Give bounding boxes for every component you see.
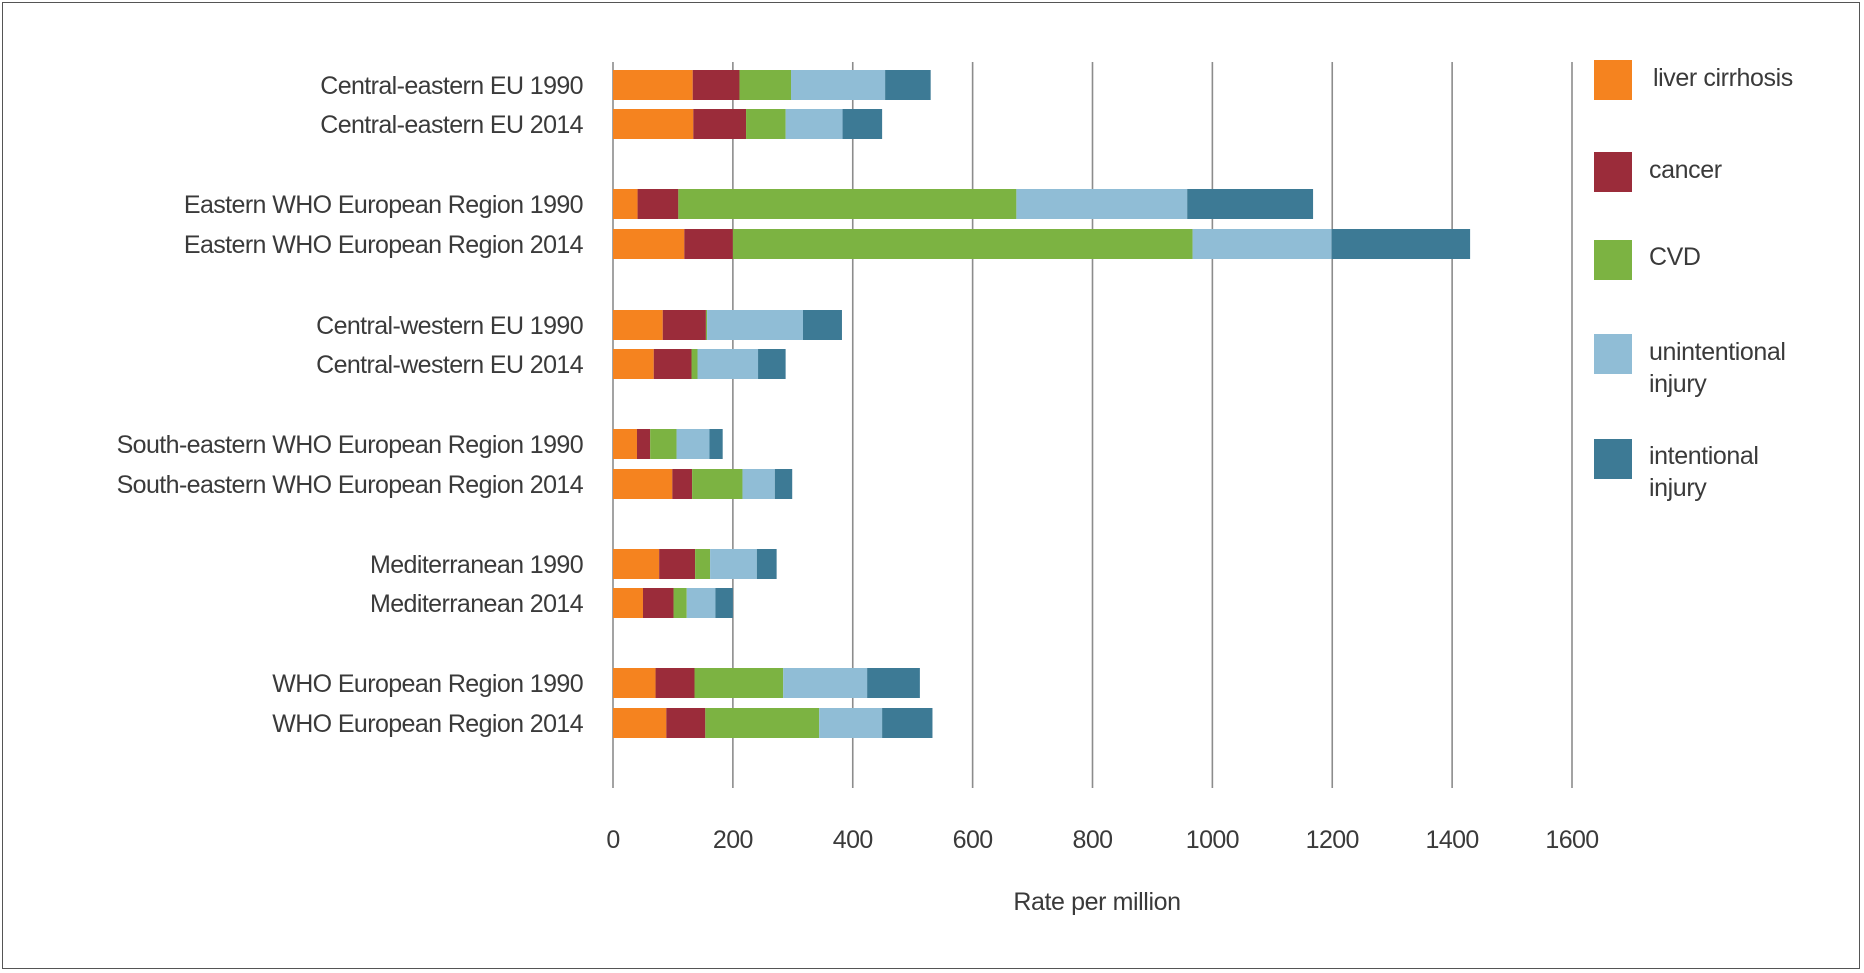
bar-segment [785, 109, 843, 139]
bar-segment [1192, 229, 1332, 259]
legend-swatch [1594, 439, 1632, 479]
bar-segment [684, 229, 733, 259]
bar-segment [1016, 189, 1188, 219]
bar-segment [697, 349, 759, 379]
bar-segment [783, 668, 868, 698]
bar-segment [662, 310, 706, 340]
bar-segment [693, 109, 747, 139]
x-tick-label: 1400 [1426, 826, 1479, 854]
x-tick-label: 0 [606, 826, 619, 854]
bar-segment [672, 469, 693, 499]
bar-segment [739, 70, 792, 100]
bar-segment [636, 429, 651, 459]
bar-segment [691, 349, 698, 379]
legend: liver cirrhosis cancer CVD unintentional inj… [1594, 60, 1793, 502]
bar-segment [650, 429, 677, 459]
bar-segment [791, 70, 886, 100]
x-tick-label: 1200 [1306, 826, 1359, 854]
x-tick-label: 400 [833, 826, 873, 854]
bar-segment [742, 469, 775, 499]
category-label: Central-eastern EU 1990 [320, 72, 583, 100]
category-label: Central-western EU 1990 [316, 312, 583, 340]
category-labels: Central-eastern EU 1990 Central-eastern E… [117, 72, 585, 738]
bar-segment [695, 549, 711, 579]
category-label: Central-eastern EU 2014 [320, 111, 583, 139]
bar-segment [653, 349, 692, 379]
category-label: WHO European Region 1990 [272, 670, 583, 698]
x-tick-label: 200 [713, 826, 753, 854]
bar-segment [694, 668, 784, 698]
bar-segment [842, 109, 883, 139]
legend-swatch [1594, 152, 1632, 192]
bar-segment [613, 708, 667, 738]
bar-segment [613, 469, 673, 499]
bar-segment [705, 708, 820, 738]
x-axis-title: Rate per million [1013, 888, 1180, 916]
bar-segment [819, 708, 883, 738]
bar-segment [678, 189, 1017, 219]
legend-label: intentional injury [1649, 442, 1759, 502]
bar-segment [758, 349, 786, 379]
bar-segment [613, 668, 656, 698]
bar-segment [709, 429, 723, 459]
bar-segment [613, 310, 663, 340]
legend-label: liver cirrhosis [1653, 64, 1793, 92]
x-tick-label: 1600 [1545, 826, 1598, 854]
bar-segment [867, 668, 920, 698]
bars [613, 70, 1471, 738]
category-label: South-eastern WHO European Region 1990 [117, 431, 583, 459]
bar-segment [1187, 189, 1314, 219]
category-label: South-eastern WHO European Region 2014 [117, 471, 584, 499]
bar-segment [613, 349, 654, 379]
bar-segment [746, 109, 786, 139]
bar-segment [774, 469, 793, 499]
bar-segment [613, 109, 694, 139]
bar-segment [732, 229, 1193, 259]
bar-segment [613, 70, 693, 100]
x-tick-label: 600 [953, 826, 993, 854]
legend-swatch [1594, 334, 1632, 374]
bar-segment [676, 429, 710, 459]
bar-segment [705, 310, 708, 340]
legend-swatch [1594, 60, 1632, 100]
bar-segment [756, 549, 777, 579]
bar-segment [613, 588, 643, 618]
legend-label: CVD [1649, 243, 1701, 271]
bar-segment [692, 469, 743, 499]
category-label: Mediterranean 1990 [370, 551, 583, 579]
bar-segment [707, 310, 804, 340]
bar-segment [613, 429, 637, 459]
category-label: WHO European Region 2014 [272, 710, 583, 738]
bar-segment [1331, 229, 1471, 259]
grid-lines [612, 62, 1573, 788]
category-label: Mediterranean 2014 [370, 590, 584, 618]
category-label: Central-western EU 2014 [316, 351, 584, 379]
category-label: Eastern WHO European Region 1990 [184, 191, 583, 219]
bar-segment [642, 588, 674, 618]
legend-swatch [1594, 240, 1632, 280]
bar-segment [613, 229, 685, 259]
bar-segment [666, 708, 706, 738]
bar-segment [637, 189, 679, 219]
bar-segment [613, 189, 638, 219]
bar-segment [692, 70, 740, 100]
bar-segment [686, 588, 716, 618]
x-tick-label: 1000 [1186, 826, 1239, 854]
bar-segment [673, 588, 687, 618]
x-tick-label: 800 [1073, 826, 1113, 854]
bar-segment [715, 588, 733, 618]
bar-segment [882, 708, 933, 738]
bar-segment [613, 549, 660, 579]
bar-segment [885, 70, 931, 100]
bar-segment [803, 310, 842, 340]
legend-label: cancer [1649, 156, 1722, 184]
bar-segment [655, 668, 695, 698]
bar-segment [659, 549, 696, 579]
category-label: Eastern WHO European Region 2014 [184, 231, 584, 259]
legend-label: unintentional injury [1649, 338, 1786, 398]
x-tick-labels: 0 200 400 600 800 1000 1200 1400 1600 [606, 826, 1599, 854]
bar-segment [710, 549, 757, 579]
